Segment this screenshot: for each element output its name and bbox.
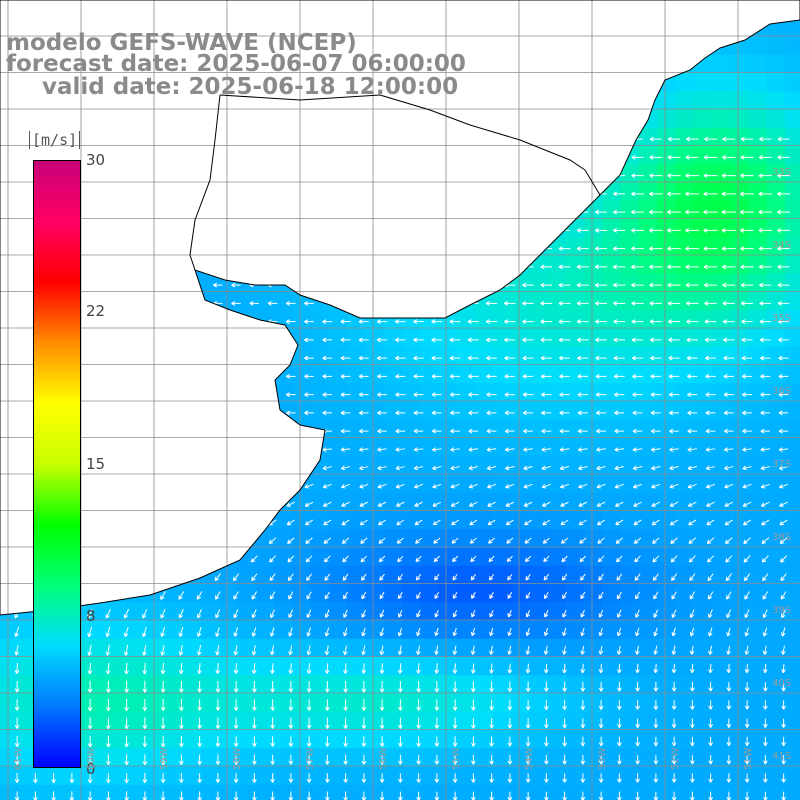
colorbar-tick-22: 22 xyxy=(86,302,106,320)
wind-arrows xyxy=(14,136,790,800)
coastline xyxy=(0,0,800,616)
colorbar-unit: [m/s] xyxy=(29,131,81,149)
lon-label-53w: 53W xyxy=(597,747,608,770)
border-line xyxy=(189,94,221,271)
colorbar xyxy=(33,160,81,768)
lat-label-40s: 40S xyxy=(772,678,792,689)
lon-label-59w: 59W xyxy=(159,747,170,770)
lon-label-56w: 56W xyxy=(378,747,389,770)
lon-label-57w: 57W xyxy=(305,747,316,770)
lon-label-54w: 54W xyxy=(524,747,535,770)
lat-label-41s: 41S xyxy=(772,751,792,762)
colorbar-tick-15: 15 xyxy=(86,455,106,473)
lon-label-55w: 55W xyxy=(451,747,462,770)
lat-label-34s: 34S xyxy=(772,240,792,251)
lat-label-35s: 35S xyxy=(772,313,792,324)
border-line-north xyxy=(219,94,586,171)
colorbar-tick-30: 30 xyxy=(86,151,106,169)
lat-label-37s: 37S xyxy=(772,459,792,470)
lat-label-33s: 33S xyxy=(772,167,792,178)
colorbar-tick-8: 8 xyxy=(86,607,96,625)
lon-label-52w: 52W xyxy=(670,747,681,770)
valid-date: valid date: 2025-06-18 12:00:00 xyxy=(42,74,459,100)
lon-label-51w: 51W xyxy=(743,747,754,770)
lat-label-39s: 39S xyxy=(772,605,792,616)
lon-label-61w: 61W xyxy=(13,747,24,770)
border-line-east xyxy=(584,169,601,196)
model-title: modelo GEFS-WAVE (NCEP) xyxy=(6,30,357,56)
forecast-date: forecast date: 2025-06-07 06:00:00 xyxy=(6,51,466,77)
lat-label-38s: 38S xyxy=(772,532,792,543)
lat-label-36s: 36S xyxy=(772,386,792,397)
colorbar-tick-0: 0 xyxy=(86,760,96,778)
lon-label-58w: 58W xyxy=(232,747,243,770)
lon-label-60w: 60W xyxy=(86,747,97,770)
